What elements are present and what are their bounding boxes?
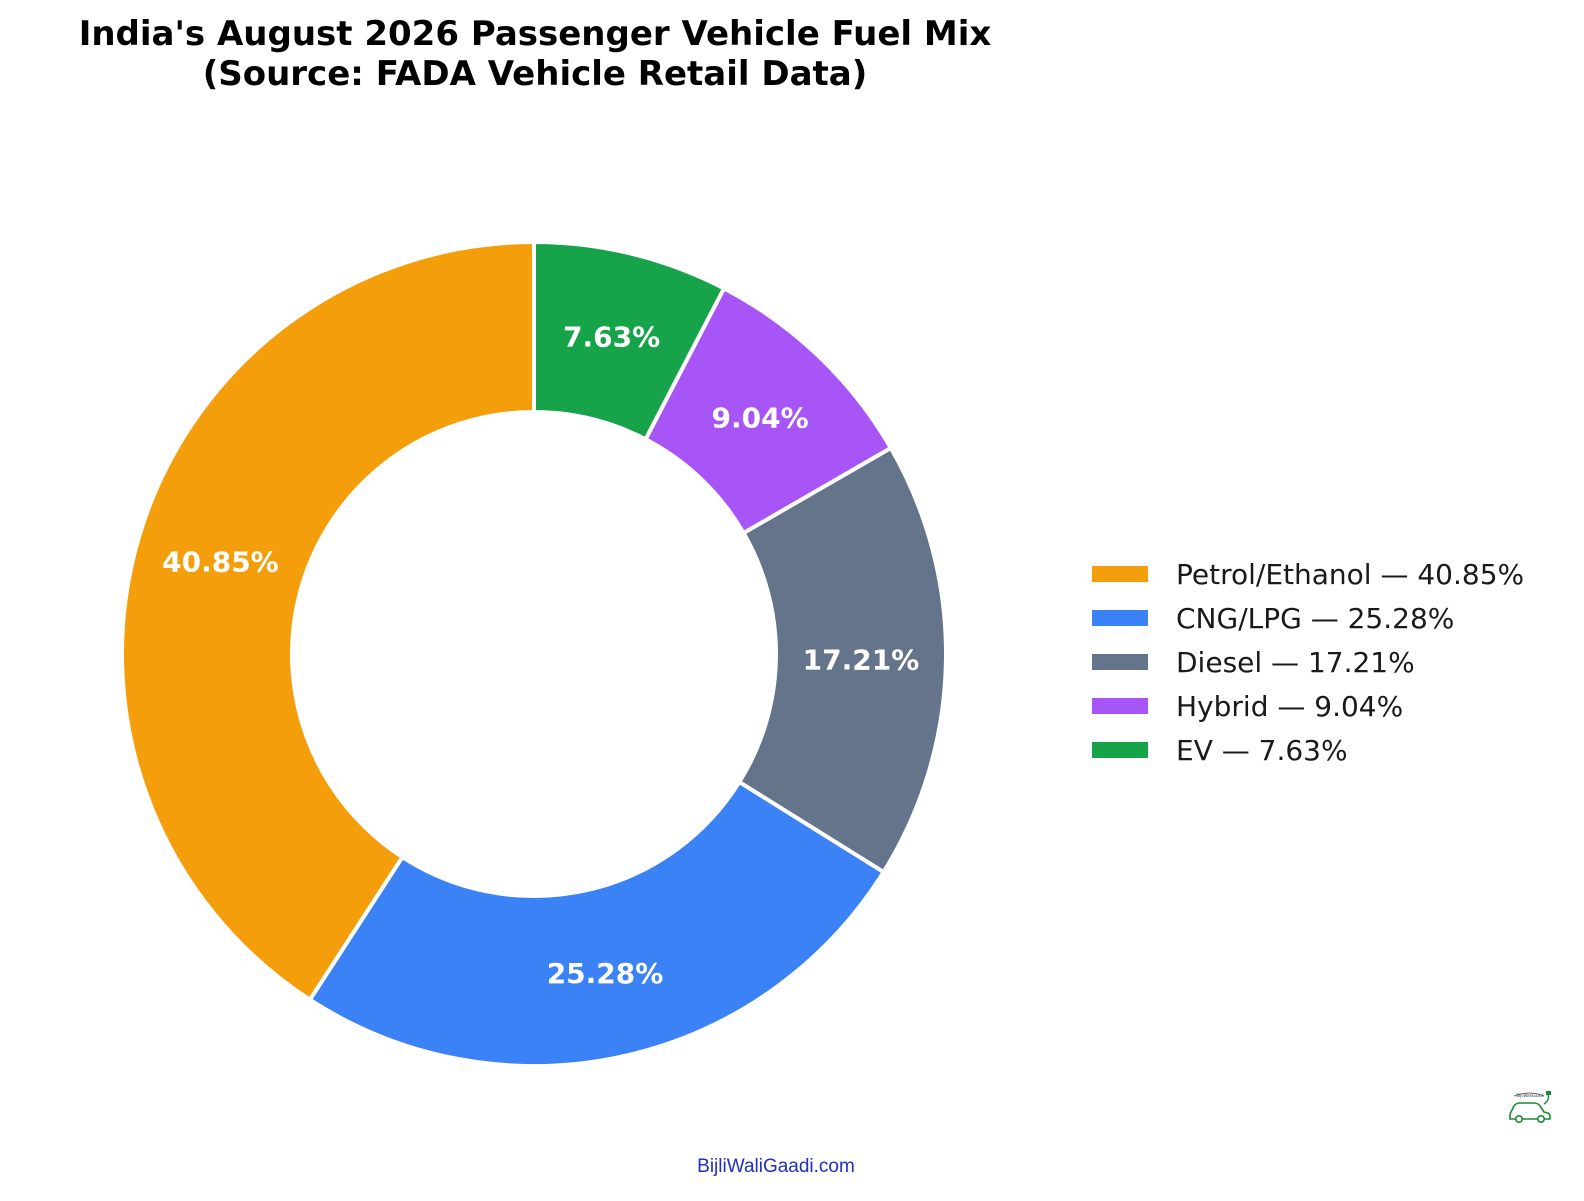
svg-text:BijliWaliGaadi: BijliWaliGaadi	[1516, 1093, 1543, 1098]
legend-item: Diesel — 17.21%	[1092, 640, 1524, 684]
legend-item: Hybrid — 9.04%	[1092, 684, 1524, 728]
footer-site: BijliWaliGaadi.com	[697, 1156, 855, 1177]
legend-swatch	[1092, 566, 1148, 582]
legend-swatch	[1092, 742, 1148, 758]
car-plug-icon: BijliWaliGaadi	[1509, 1091, 1551, 1123]
legend-item: Petrol/Ethanol — 40.85%	[1092, 552, 1524, 596]
legend-label: Petrol/Ethanol — 40.85%	[1176, 557, 1525, 591]
slice-cng-lpg	[307, 779, 887, 1068]
slice-label-petrol-ethanol: 40.85%	[162, 545, 279, 578]
legend-label: EV — 7.63%	[1176, 733, 1348, 767]
slice-label-ev: 7.63%	[563, 320, 660, 353]
slice-label-hybrid: 9.04%	[711, 402, 808, 435]
slice-label-cng-lpg: 25.28%	[547, 957, 664, 990]
slice-petrol-ethanol	[120, 239, 536, 1003]
legend-swatch	[1092, 698, 1148, 714]
slice-diesel	[736, 445, 948, 875]
slice-label-diesel: 17.21%	[803, 644, 920, 677]
chart-title: India's August 2026 Passenger Vehicle Fu…	[0, 14, 1070, 94]
legend-item: CNG/LPG — 25.28%	[1092, 596, 1524, 640]
legend-label: CNG/LPG — 25.28%	[1176, 601, 1455, 635]
legend-item: EV — 7.63%	[1092, 728, 1524, 772]
chart-title-line2: (Source: FADA Vehicle Retail Data)	[202, 54, 868, 94]
legend-label: Hybrid — 9.04%	[1176, 689, 1404, 723]
chart-title-line1: India's August 2026 Passenger Vehicle Fu…	[78, 14, 992, 54]
legend-swatch	[1092, 654, 1148, 670]
legend: Petrol/Ethanol — 40.85% CNG/LPG — 25.28% D…	[1092, 552, 1524, 772]
legend-label: Diesel — 17.21%	[1176, 645, 1415, 679]
legend-swatch	[1092, 610, 1148, 626]
